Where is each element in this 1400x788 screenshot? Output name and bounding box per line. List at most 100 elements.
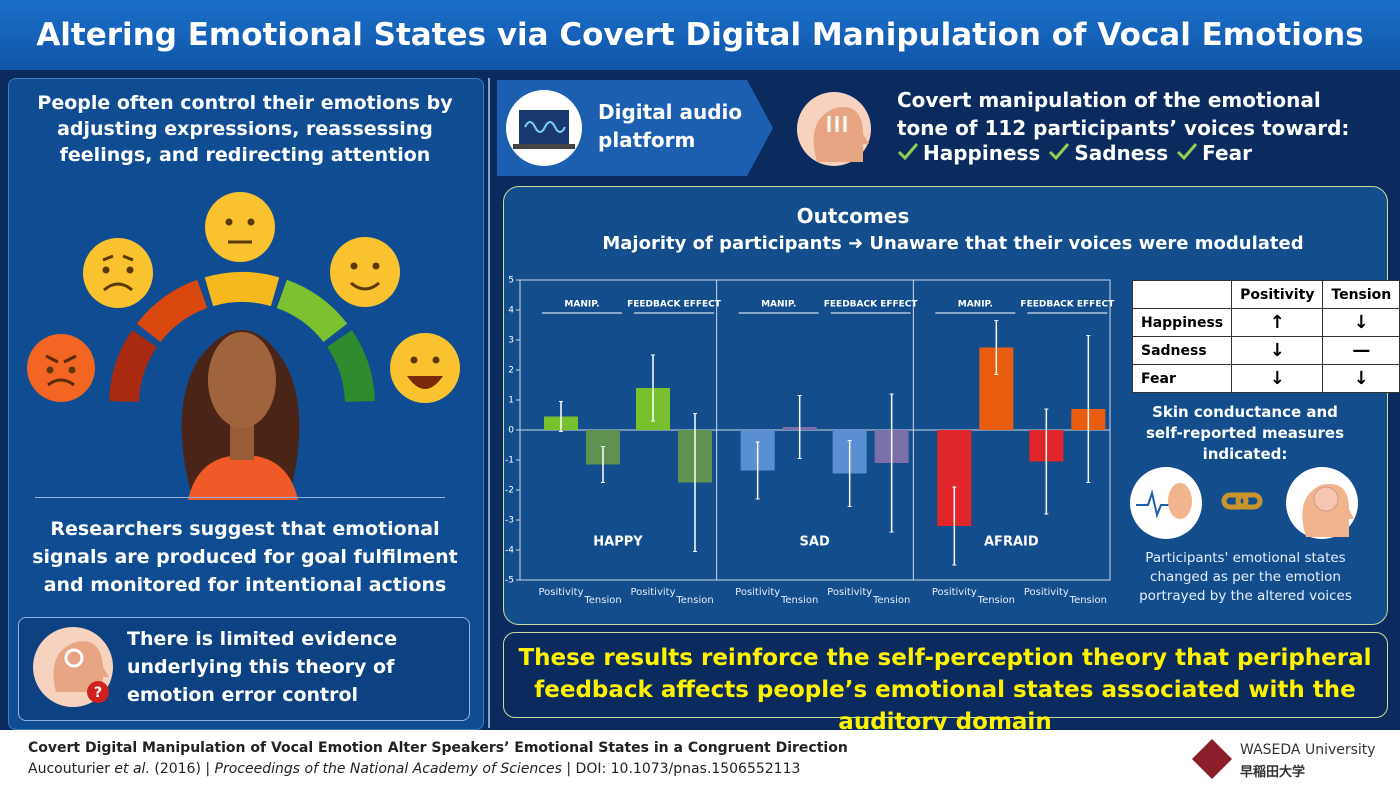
y-tick-label: 2 — [508, 366, 514, 376]
table-cell: ↑ — [1231, 308, 1324, 337]
y-tick-label: -4 — [505, 546, 514, 556]
group-label: HAPPY — [593, 535, 643, 550]
chart: -5 -4 -3 -2 -1 0 1 2 3 4 5 HAPPY MANIP. FEEDBACK EFFE… — [505, 276, 1115, 607]
subgroup-label: FEEDBACK EFFECT — [1020, 300, 1115, 310]
x-tick-label: Positivity — [932, 587, 977, 598]
x-tick-label: Tension — [977, 595, 1015, 606]
gauge-segment — [109, 330, 158, 403]
sad-face — [83, 238, 153, 308]
decoration — [46, 218, 440, 374]
decoration — [188, 455, 298, 500]
x-tick-label: Tension — [780, 595, 818, 606]
summary-table: Positivity Tension Happiness ↑ ↓ Sadness ↓ — Fea… — [1131, 280, 1400, 393]
journal: Proceedings of the National Academy of S… — [214, 761, 562, 777]
gauge-segment — [136, 279, 208, 343]
x-tick-label: Tension — [675, 595, 713, 606]
decoration — [813, 107, 869, 162]
decoration — [372, 262, 380, 270]
smile-face — [330, 237, 400, 307]
subgroup-label: MANIP. — [761, 300, 796, 310]
subgroup-label: FEEDBACK EFFECT — [627, 300, 722, 310]
y-tick-label: -1 — [505, 456, 514, 466]
subgroup-label: MANIP. — [564, 300, 599, 310]
table-row: Sadness ↓ — — [1131, 336, 1400, 365]
y-tick-label: -2 — [505, 486, 514, 496]
y-tick-label: 3 — [508, 336, 514, 346]
skin-icons — [1130, 467, 1358, 539]
check — [1177, 143, 1198, 161]
check — [1049, 143, 1070, 161]
footer: Covert Digital Manipulation of Vocal Emo… — [0, 730, 1400, 788]
target-label: Happiness — [923, 141, 1041, 165]
gauge-segment — [204, 272, 280, 307]
citation: Aucouturier et al. (2016) | Proceedings … — [28, 761, 800, 777]
table-cell: — — [1322, 336, 1400, 365]
y-tick-label: 0 — [508, 426, 514, 436]
decoration: ? — [94, 685, 102, 701]
skin-caption: Participants' emotional states changed a… — [1139, 550, 1352, 604]
decoration — [432, 356, 440, 364]
table-cell: ↓ — [1322, 364, 1400, 393]
y-tick-label: -3 — [505, 516, 514, 526]
evidence-text: There is limited evidence underlying thi… — [127, 628, 398, 706]
decoration — [827, 116, 847, 132]
x-tick-label: Tension — [1069, 595, 1107, 606]
table-corner — [1131, 280, 1233, 309]
group-label: SAD — [800, 535, 830, 550]
check-icon — [1177, 143, 1198, 161]
woman — [181, 330, 300, 500]
outcomes-title: Outcomes — [796, 204, 910, 228]
angry-face — [27, 334, 95, 402]
table-cell: ↓ — [1322, 308, 1400, 337]
divider — [35, 497, 445, 498]
platform-box — [497, 80, 773, 176]
suggestion-text: Researchers suggest that emotional signa… — [32, 518, 458, 596]
y-tick-label: 1 — [508, 396, 514, 406]
table-header: Positivity Tension — [1131, 280, 1400, 309]
decoration — [513, 144, 575, 149]
header: Altering Emotional States via Covert Dig… — [0, 0, 1400, 70]
x-tick-label: Positivity — [827, 587, 872, 598]
authors: Aucouturier — [28, 761, 110, 777]
emotion-illustration — [27, 192, 460, 500]
target-label: Fear — [1202, 141, 1252, 165]
target: Fear — [1176, 141, 1252, 165]
decoration — [1221, 492, 1249, 510]
decoration — [524, 121, 566, 133]
logo-text: WASEDA University — [1240, 742, 1376, 758]
decoration — [350, 262, 358, 270]
happy-face — [390, 333, 460, 403]
table-row: Fear ↓ ↓ — [1131, 364, 1400, 393]
head-icon: ? — [33, 627, 113, 707]
row-label: Fear — [1131, 364, 1233, 393]
check-icon — [1049, 143, 1070, 161]
y-tick-label: 5 — [508, 276, 514, 286]
target: Happiness — [897, 141, 1040, 165]
logo-jp: 早稲田大学 — [1240, 765, 1306, 780]
face-feature — [407, 376, 443, 389]
x-tick-label: Positivity — [538, 587, 583, 598]
y-tick-label: 4 — [508, 306, 514, 316]
decoration — [1313, 486, 1339, 512]
decoration — [410, 356, 418, 364]
decoration — [64, 648, 84, 668]
face-feature — [102, 254, 134, 292]
targets: Happiness Sadness Fear — [897, 141, 1252, 165]
decoration — [1235, 492, 1263, 510]
decoration — [68, 366, 76, 374]
separator: | — [566, 761, 572, 777]
column-header: Tension — [1322, 280, 1400, 309]
conclusion-text: These results reinforce the self-percept… — [518, 645, 1372, 735]
intro-text: People often control their emotions by a… — [37, 92, 453, 166]
gauge — [109, 272, 375, 403]
target: Sadness — [1048, 141, 1168, 165]
head-icon — [797, 92, 871, 166]
decoration — [247, 218, 255, 226]
etal: et al. — [114, 761, 150, 777]
faces — [27, 192, 460, 403]
decoration — [1136, 489, 1169, 519]
decoration — [208, 332, 276, 428]
face-feature — [45, 354, 77, 387]
subgroup-label: MANIP. — [958, 300, 993, 310]
